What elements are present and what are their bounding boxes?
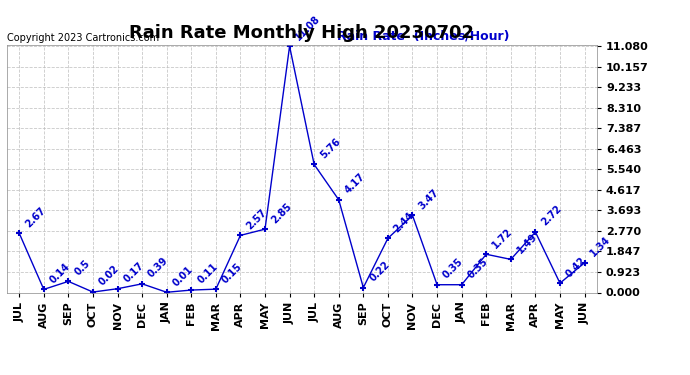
Text: 0.39: 0.39 bbox=[146, 256, 170, 280]
Text: 2.72: 2.72 bbox=[540, 204, 564, 228]
Text: 1.72: 1.72 bbox=[491, 226, 515, 250]
Text: 4.17: 4.17 bbox=[343, 172, 367, 196]
Text: 0.17: 0.17 bbox=[121, 261, 146, 285]
Text: 0.35: 0.35 bbox=[441, 256, 465, 280]
Text: 5.76: 5.76 bbox=[318, 136, 342, 160]
Text: 0.01: 0.01 bbox=[171, 264, 195, 288]
Text: Copyright 2023 Cartronics.com: Copyright 2023 Cartronics.com bbox=[7, 33, 159, 42]
Text: 2.85: 2.85 bbox=[269, 201, 293, 225]
Text: 0.42: 0.42 bbox=[564, 255, 588, 279]
Text: 0.14: 0.14 bbox=[48, 261, 72, 285]
Text: 11.08: 11.08 bbox=[294, 13, 323, 42]
Title: Rain Rate Monthly High 20230702: Rain Rate Monthly High 20230702 bbox=[130, 24, 475, 42]
Text: 1.49: 1.49 bbox=[515, 231, 539, 255]
Text: 0.02: 0.02 bbox=[97, 264, 121, 288]
Text: 2.67: 2.67 bbox=[23, 205, 48, 229]
Text: 2.44: 2.44 bbox=[392, 210, 416, 234]
Text: 0.35: 0.35 bbox=[466, 256, 490, 280]
Text: 0.15: 0.15 bbox=[220, 261, 244, 285]
Text: 0.11: 0.11 bbox=[195, 262, 219, 286]
Text: 1.34: 1.34 bbox=[589, 234, 613, 258]
Text: 2.57: 2.57 bbox=[244, 207, 268, 231]
Text: 0.5: 0.5 bbox=[72, 258, 92, 277]
Text: Rain Rate  (Inches/Hour): Rain Rate (Inches/Hour) bbox=[337, 30, 510, 42]
Text: 0.22: 0.22 bbox=[368, 260, 391, 284]
Text: 3.47: 3.47 bbox=[417, 187, 441, 211]
